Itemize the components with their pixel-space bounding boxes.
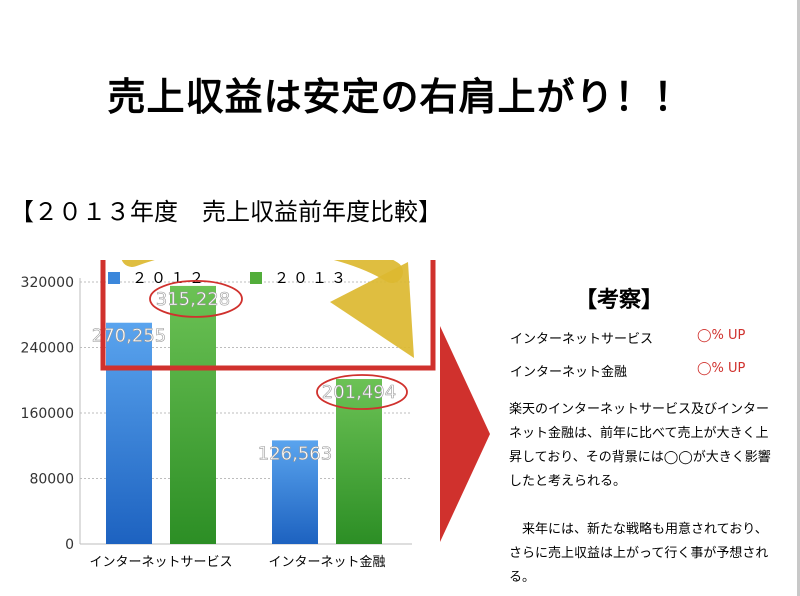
highlight-circle bbox=[316, 374, 408, 410]
bar bbox=[170, 285, 216, 544]
insight-heading: 【考察】 bbox=[575, 288, 664, 313]
x-category-label: インターネットサービス bbox=[89, 555, 232, 570]
metric-row-service: インターネットサービス ◯% UP bbox=[510, 328, 745, 347]
metric-value: ◯% UP bbox=[697, 328, 746, 343]
legend-label: ２０１３ bbox=[274, 269, 350, 287]
x-category-label: インターネット金融 bbox=[268, 554, 385, 570]
y-tick-label: 320000 bbox=[21, 275, 74, 291]
legend-label: ２０１２ bbox=[132, 269, 208, 287]
big-right-arrow bbox=[440, 326, 490, 542]
y-tick-label: 0 bbox=[65, 537, 74, 553]
data-label: 270,255 bbox=[92, 326, 166, 347]
y-tick-label: 240000 bbox=[21, 341, 74, 357]
metric-label: インターネット金融 bbox=[510, 365, 628, 380]
bar bbox=[336, 379, 382, 544]
data-label: 201,494 bbox=[322, 382, 396, 403]
y-tick-label: 80000 bbox=[29, 472, 74, 488]
trend-arrow-head bbox=[330, 262, 414, 358]
bar bbox=[272, 440, 318, 544]
insight-paragraph-2: 来年には、新たな戦略も用意されており、さらに売上収益は上がって行く事が予想される… bbox=[509, 522, 769, 585]
data-label: 315,228 bbox=[156, 289, 230, 310]
chart-section-title: 【２０１３年度 売上収益前年度比較】 bbox=[10, 198, 442, 226]
slide-edge bbox=[797, 0, 800, 596]
data-label: 126,563 bbox=[258, 443, 332, 464]
legend-swatch bbox=[108, 272, 120, 284]
legend-swatch bbox=[250, 272, 262, 284]
metric-label: インターネットサービス bbox=[510, 332, 654, 347]
bar bbox=[106, 322, 152, 544]
revenue-bar-chart: 0 80000 160000 240000 320000 270,255 126,563 3… bbox=[21, 260, 490, 570]
slide-title: 売上収益は安定の右肩上がり！！ bbox=[107, 75, 693, 119]
insight-paragraph-1: 楽天のインターネットサービス及びインターネット金融は、前年に比べて売上が大きく上… bbox=[509, 402, 771, 489]
y-tick-label: 160000 bbox=[21, 406, 74, 422]
metric-value: ◯% UP bbox=[697, 361, 746, 376]
highlight-box bbox=[100, 260, 436, 371]
highlight-circle bbox=[149, 280, 243, 318]
metric-row-finance: インターネット金融 ◯% UP bbox=[510, 361, 745, 380]
